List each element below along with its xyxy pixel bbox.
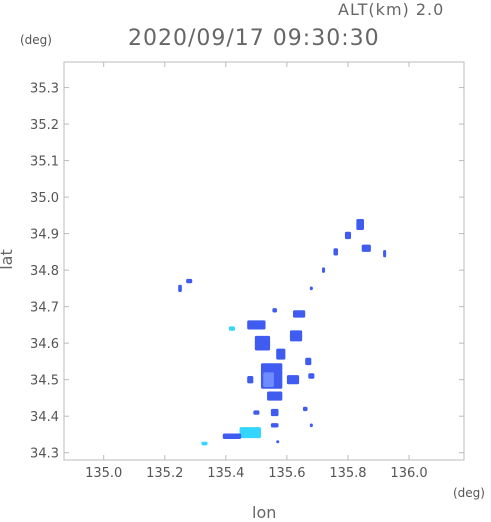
x-tick-label: 135.6	[268, 466, 305, 481]
y-tick-label: 34.4	[30, 410, 59, 425]
x-tick-label: 135.2	[146, 466, 183, 481]
echo-cell	[309, 423, 313, 428]
echo-cell	[254, 335, 271, 351]
echo-cell	[383, 250, 387, 258]
echo-cell	[308, 373, 315, 379]
echo-cell	[356, 219, 364, 230]
echo-cell	[267, 391, 283, 401]
echo-cell	[201, 441, 208, 446]
echo-cell	[361, 244, 371, 252]
echo-cell	[344, 231, 352, 240]
echo-cell	[186, 278, 193, 284]
y-tick-label: 35.2	[30, 118, 59, 133]
echo-cell	[270, 423, 279, 428]
echo-cell	[247, 376, 254, 384]
echo-cell	[228, 326, 235, 331]
echo-cell	[263, 372, 274, 387]
echo-cell	[276, 440, 280, 444]
y-tick-label: 34.8	[30, 264, 59, 279]
echo-cell	[178, 284, 182, 293]
y-tick-label: 35.3	[30, 82, 59, 97]
x-axis-label: lon	[252, 503, 277, 522]
y-tick-label: 34.7	[30, 301, 59, 316]
echo-cells	[178, 219, 387, 446]
x-tick-label: 135.8	[329, 466, 366, 481]
echo-cell	[286, 375, 300, 385]
y-tick-label: 34.9	[30, 228, 59, 243]
echo-cell	[253, 410, 260, 415]
datetime-title: 2020/09/17 09:30:30	[128, 26, 380, 51]
echo-cell	[293, 310, 306, 318]
x-axis-unit: (deg)	[453, 486, 485, 500]
y-tick-label: 34.5	[30, 374, 59, 389]
echo-cell	[222, 433, 242, 440]
y-axis-unit: (deg)	[20, 33, 52, 47]
echo-cell	[305, 357, 312, 366]
x-tick-label: 135.0	[85, 466, 122, 481]
echo-cell	[272, 308, 277, 313]
echo-cell	[247, 320, 266, 330]
y-tick-label: 34.6	[30, 337, 59, 352]
echo-cell	[309, 286, 313, 291]
y-axis-ticks: 34.3 34.4 34.5 34.6 34.7 34.8 34.9 35.0 35.1 35.2…	[30, 82, 464, 462]
echo-cell	[239, 427, 261, 439]
y-tick-label: 34.3	[30, 447, 59, 462]
x-axis-ticks: 135.0 135.2 135.4 135.6 135.8 136.0	[85, 62, 428, 481]
x-tick-label: 136.0	[390, 466, 427, 481]
echo-cell	[270, 408, 279, 417]
x-tick-label: 135.4	[207, 466, 244, 481]
echo-cell	[302, 406, 308, 412]
echo-cell	[276, 348, 286, 360]
echo-cell	[322, 267, 326, 273]
altitude-label: ALT(km) 2.0	[338, 0, 445, 19]
echo-cell	[333, 248, 339, 256]
plot-frame	[63, 61, 465, 461]
y-tick-label: 35.0	[30, 191, 59, 206]
echo-cell	[289, 330, 303, 342]
y-tick-label: 35.1	[30, 155, 59, 170]
